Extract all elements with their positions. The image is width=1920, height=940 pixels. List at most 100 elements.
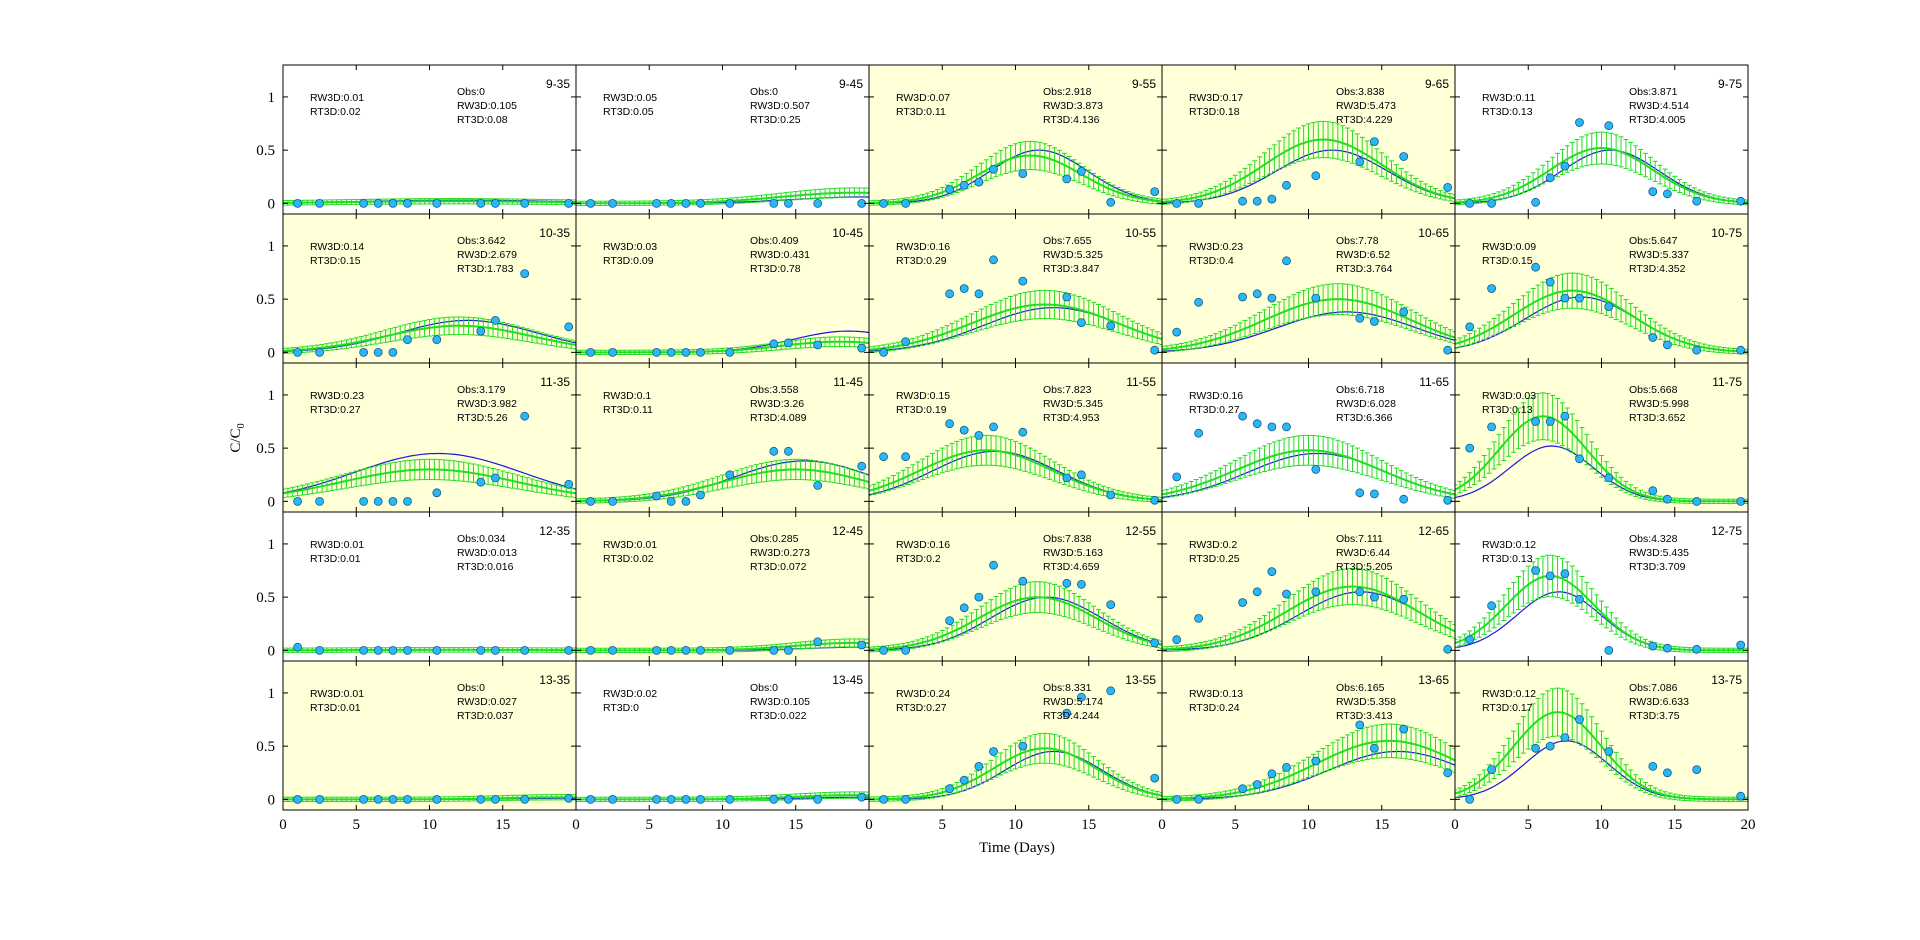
observed-point <box>1282 589 1291 599</box>
observed-point <box>725 470 735 480</box>
observed-point <box>813 480 823 490</box>
panel-label: 11-45 <box>833 375 863 389</box>
stat-rt3d-rmse: RT3D:0.27 <box>310 404 361 416</box>
panel-plot-area <box>869 419 1162 505</box>
stat-rt3d-mass: RT3D:5.26 <box>457 412 508 424</box>
panel-plot-area <box>869 686 1162 804</box>
panel-10-55: RW3D:0.16 RT3D:0.29 Obs:7.655 RW3D:5.325 RT3… <box>868 213 1163 364</box>
panel-12-75: RW3D:0.12 RT3D:0.13 Obs:4.328 RW3D:5.435 RT3… <box>1454 511 1749 662</box>
observed-point <box>652 491 661 501</box>
observed-point <box>1399 494 1409 504</box>
observed-point <box>959 425 969 435</box>
panel-label: 10-35 <box>539 226 570 240</box>
panel-label: 11-55 <box>1126 375 1156 389</box>
observed-point <box>696 490 705 500</box>
panel-label: 9-75 <box>1718 77 1742 91</box>
stat-rt3d-mass: RT3D:0.037 <box>457 710 514 722</box>
observed-point <box>586 198 595 208</box>
observed-point <box>1370 137 1379 147</box>
observed-point <box>293 642 303 652</box>
stat-obs-mass: Obs:3.558 <box>750 384 799 396</box>
panel-11-35: RW3D:0.23 RT3D:0.27 Obs:3.179 RW3D:3.982 RT3… <box>282 362 577 513</box>
panel-plot-area <box>1455 262 1748 355</box>
observed-point <box>1018 427 1028 437</box>
stat-obs-mass: Obs:6.718 <box>1336 384 1385 396</box>
rw3d-series-line <box>869 154 1162 204</box>
observed-point <box>1443 182 1453 192</box>
observed-point <box>1604 646 1614 655</box>
observed-point <box>373 795 383 804</box>
panel-plot-area <box>576 791 869 804</box>
observed-point <box>666 795 676 804</box>
panel-label: 13-35 <box>539 673 570 687</box>
observed-point <box>476 326 486 336</box>
panel-plot-area <box>869 140 1162 208</box>
rw3d-series-line <box>1162 585 1455 651</box>
stat-rt3d-mass: RT3D:0.08 <box>457 114 508 126</box>
observed-point <box>813 198 823 208</box>
observed-point <box>359 198 369 208</box>
stat-obs-mass: Obs:7.823 <box>1043 384 1092 396</box>
stat-rt3d-mass: RT3D:0.78 <box>750 263 801 275</box>
panel-13-55: RW3D:0.24RT3D:0.27Obs:8.331RW3D:5.174RT3… <box>868 660 1163 811</box>
observed-point <box>1692 496 1702 506</box>
observed-point <box>388 795 398 804</box>
observed-point <box>857 343 867 353</box>
observed-point <box>1560 411 1570 421</box>
observed-point <box>1311 464 1321 474</box>
observed-point <box>1062 473 1072 483</box>
observed-point <box>974 592 984 602</box>
observed-point <box>293 795 303 804</box>
observed-point <box>652 646 661 655</box>
stat-rw3d-mass: RW3D:0.105 <box>750 696 810 708</box>
panel-label: 9-45 <box>839 77 863 91</box>
observed-point <box>1692 345 1702 355</box>
stat-rw3d-rmse: RW3D:0.03 <box>1482 390 1536 402</box>
observed-point <box>586 496 595 506</box>
panel-label: 9-55 <box>1132 77 1156 91</box>
observed-point <box>1311 293 1321 303</box>
observed-point <box>1267 567 1277 576</box>
panel-background <box>576 661 869 810</box>
stat-rw3d-rmse: RW3D:0.01 <box>310 688 364 700</box>
panel-13-45: RW3D:0.02 RT3D:0 Obs:0 RW3D:0.105 RT3D:0.022… <box>575 660 870 811</box>
observed-point <box>476 646 486 655</box>
observed-point <box>879 198 888 208</box>
stat-rt3d-mass: RT3D:0.016 <box>457 561 514 573</box>
panel-11-45: RW3D:0.1 RT3D:0.11 Obs:3.558 RW3D:3.26 RT3D:… <box>575 362 870 513</box>
stat-rt3d-mass: RT3D:0.25 <box>750 114 801 126</box>
observed-point <box>1106 197 1116 207</box>
panel-label: 9-65 <box>1425 77 1449 91</box>
observed-point <box>666 646 676 655</box>
observed-point <box>1172 635 1182 645</box>
observed-point <box>1355 488 1365 498</box>
observed-point <box>1648 187 1658 197</box>
stat-obs-mass: Obs:5.668 <box>1629 384 1678 396</box>
stat-rw3d-mass: RW3D:5.163 <box>1043 547 1103 559</box>
observed-point <box>1560 293 1570 303</box>
observed-point <box>1663 494 1672 504</box>
observed-point <box>959 603 969 613</box>
stat-rw3d-rmse: RW3D:0.14 <box>310 241 364 253</box>
panel-plot-area <box>576 187 869 208</box>
observed-point <box>1487 601 1496 611</box>
stat-rw3d-mass: RW3D:0.013 <box>457 547 517 559</box>
observed-point <box>1238 598 1247 607</box>
stat-rw3d-rmse: RW3D:0.2 <box>1189 539 1237 551</box>
observed-point <box>1531 566 1540 575</box>
panel-plot-area <box>1162 120 1455 208</box>
panel-10-35: RW3D:0.14 RT3D:0.15 Obs:3.642 RW3D:2.679 RT3… <box>282 213 577 364</box>
observed-point <box>901 452 910 462</box>
observed-point <box>784 198 793 208</box>
stat-rt3d-rmse: RT3D:0.09 <box>603 255 654 267</box>
stat-rt3d-mass: RT3D:5.205 <box>1336 561 1393 573</box>
observed-point <box>1077 318 1086 328</box>
observed-point <box>564 322 574 332</box>
observed-point <box>1531 417 1540 426</box>
observed-point <box>1077 470 1086 480</box>
stat-rt3d-rmse: RT3D:0.13 <box>1482 404 1533 416</box>
rw3d-series-line <box>576 468 869 502</box>
observed-point <box>490 198 500 208</box>
stat-rw3d-mass: RW3D:5.325 <box>1043 249 1103 261</box>
observed-point <box>725 795 735 804</box>
